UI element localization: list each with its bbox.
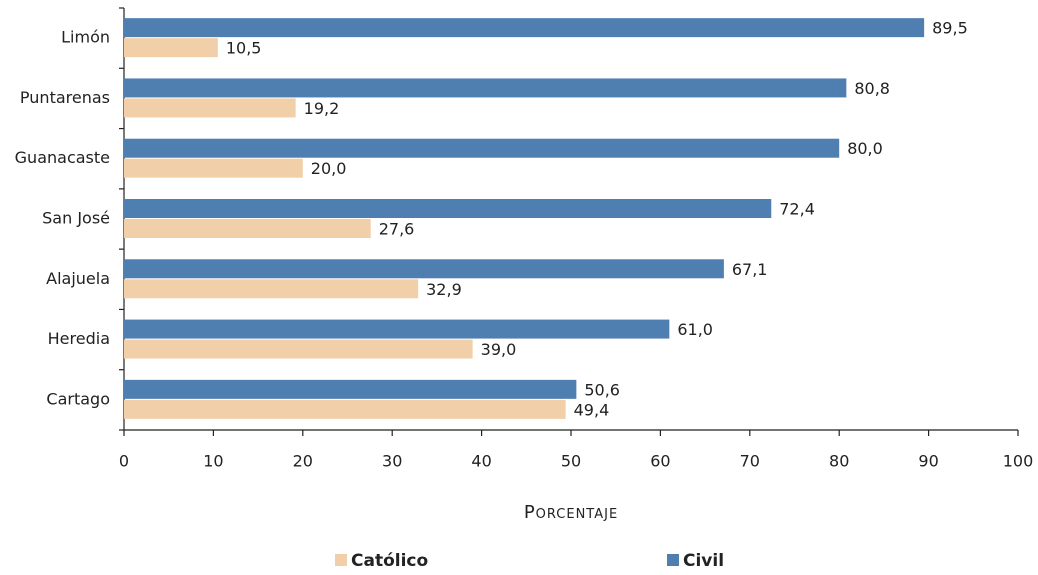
legend-swatch [335, 554, 347, 566]
data-label: 80,0 [847, 139, 883, 158]
x-tick-label: 40 [471, 452, 491, 471]
x-tick-label: 60 [650, 452, 670, 471]
data-label: 39,0 [481, 340, 517, 359]
legend-label: Católico [351, 551, 428, 571]
x-axis-label: Porcentaje [524, 502, 618, 523]
bar [124, 199, 772, 218]
y-tick-label: Puntarenas [20, 88, 110, 107]
x-tick-label: 0 [119, 452, 129, 471]
data-label: 27,6 [379, 220, 415, 239]
bar [124, 399, 566, 419]
x-tick-label: 30 [382, 452, 402, 471]
y-tick-label: Guanacaste [15, 148, 110, 167]
data-label: 50,6 [584, 380, 620, 399]
bar [124, 219, 371, 238]
bar [124, 138, 840, 158]
data-label: 32,9 [426, 280, 462, 299]
legend-label: Civil [683, 551, 724, 571]
data-label: 49,4 [574, 400, 610, 419]
legend-swatch [667, 554, 679, 566]
bar [124, 279, 419, 299]
data-label: 72,4 [779, 200, 815, 219]
x-tick-label: 10 [203, 452, 223, 471]
y-tick-label: Alajuela [46, 269, 110, 288]
x-tick-label: 90 [918, 452, 938, 471]
bar [124, 78, 847, 98]
data-label: 89,5 [932, 19, 968, 38]
data-label: 80,8 [854, 79, 890, 98]
y-tick-label: Cartago [46, 389, 110, 408]
x-tick-label: 70 [740, 452, 760, 471]
data-label: 61,0 [677, 320, 713, 339]
data-label: 19,2 [304, 99, 340, 118]
bar [124, 38, 218, 58]
y-tick-label: Limón [61, 28, 110, 47]
bar [124, 339, 473, 359]
bar [124, 98, 296, 118]
bar [124, 158, 303, 178]
bar [124, 18, 925, 38]
x-tick-label: 100 [1003, 452, 1034, 471]
y-tick-label: Heredia [48, 329, 110, 348]
x-tick-label: 50 [561, 452, 581, 471]
y-tick-label: San José [42, 209, 110, 228]
bar [124, 319, 670, 339]
data-label: 10,5 [226, 39, 262, 58]
bar [124, 379, 577, 399]
bar [124, 259, 724, 279]
data-label: 67,1 [732, 260, 768, 279]
x-tick-label: 20 [293, 452, 313, 471]
x-tick-label: 80 [829, 452, 849, 471]
data-label: 20,0 [311, 159, 347, 178]
